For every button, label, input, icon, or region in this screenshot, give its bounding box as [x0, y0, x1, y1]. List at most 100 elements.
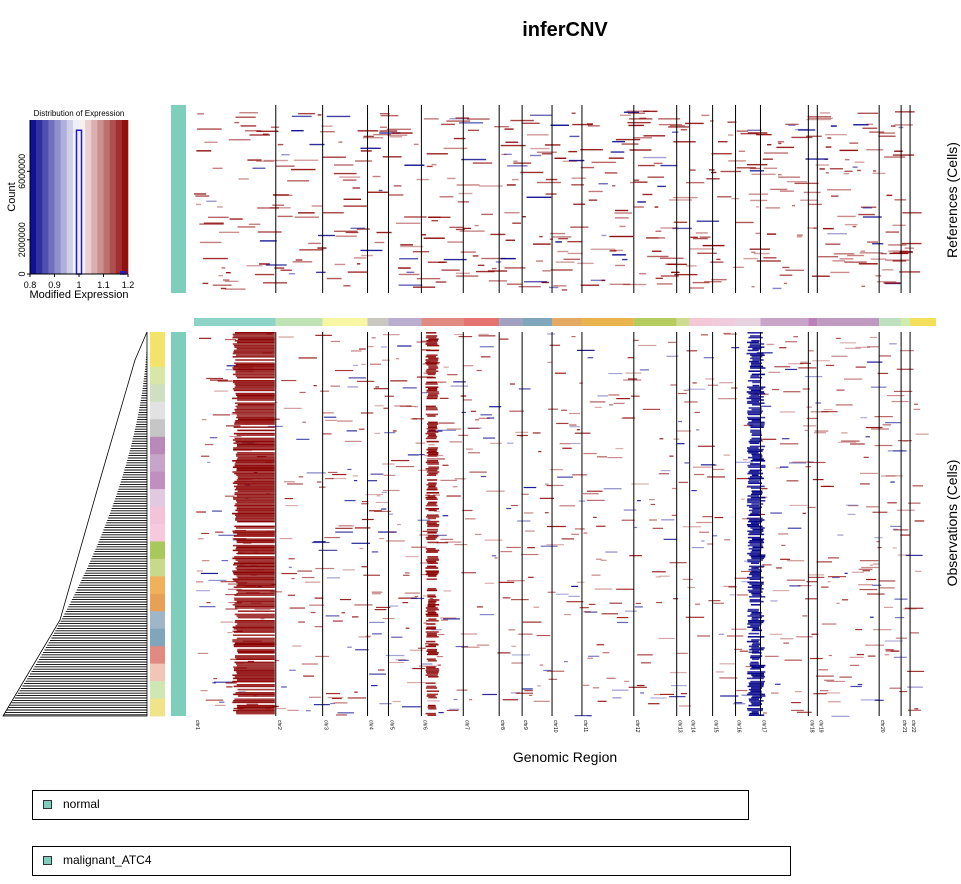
reference-cnv-segment — [634, 181, 648, 183]
observation-cnv-segment — [341, 612, 345, 614]
observation-chr16-loss — [748, 573, 762, 576]
reference-cnv-segment — [830, 271, 850, 274]
observation-cnv-segment — [370, 473, 384, 475]
observation-chr16-loss — [749, 596, 766, 598]
observation-chr16-loss — [747, 423, 765, 425]
observation-chr16-loss — [751, 696, 763, 699]
observation-cnv-segment — [827, 581, 831, 583]
reference-cnv-segment — [894, 150, 903, 152]
observation-chr1-gain — [234, 472, 275, 475]
reference-cnv-segment — [481, 213, 493, 216]
observation-chr16-loss — [750, 512, 760, 515]
reference-cnv-segment — [805, 158, 828, 160]
observation-cnv-segment — [663, 538, 678, 540]
observation-cnv-segment — [453, 698, 458, 701]
reference-cnv-segment — [882, 269, 894, 271]
observation-chr6-gain — [426, 471, 440, 473]
observation-cnv-segment — [449, 708, 460, 710]
observation-chr6-gain — [426, 620, 439, 622]
observation-chr1-gain — [236, 672, 275, 675]
observation-chr1-gain — [234, 386, 275, 388]
observation-cnv-segment — [608, 372, 623, 375]
observation-cnv-segment — [821, 623, 837, 625]
reference-cnv-segment — [272, 194, 289, 196]
observation-cnv-segment — [227, 631, 233, 634]
reference-cnv-segment — [467, 129, 480, 132]
observation-cnv-segment — [650, 697, 667, 699]
observation-cnv-segment — [200, 455, 210, 457]
observation-cnv-segment — [421, 340, 432, 342]
observation-cnv-segment — [358, 636, 370, 638]
observation-cnv-segment — [347, 697, 367, 699]
observation-chr16-loss — [747, 708, 764, 710]
reference-cnv-segment — [399, 258, 419, 260]
reference-cnv-segment — [257, 231, 282, 233]
observation-cnv-segment — [866, 593, 885, 595]
reference-cnv-segment — [487, 270, 508, 272]
reference-cnv-segment — [671, 271, 680, 274]
observation-chr6-gain — [426, 615, 439, 617]
chart-title: inferCNV — [522, 19, 608, 41]
observation-cnv-segment — [652, 527, 664, 529]
reference-cnv-segment — [857, 112, 879, 114]
observation-chr6-gain — [425, 669, 440, 672]
reference-cnv-segment — [466, 118, 490, 120]
chromosome-label-chr6: chr6 — [421, 720, 427, 730]
observation-chr1-gain — [235, 364, 275, 366]
reference-cnv-segment — [536, 151, 557, 153]
observation-cnv-segment — [204, 443, 214, 446]
cluster-segment — [150, 375, 165, 385]
observation-chr1-gain — [236, 629, 275, 632]
reference-cnv-segment — [413, 143, 419, 146]
observation-cnv-segment — [824, 679, 835, 681]
observation-cnv-segment — [338, 525, 354, 527]
observation-cnv-segment — [299, 391, 306, 394]
observation-cnv-segment — [703, 357, 714, 359]
observation-chr6-gain — [425, 516, 440, 518]
legend-gradient-strip — [42, 120, 49, 274]
observation-chr16-loss — [752, 658, 760, 660]
observation-cnv-segment — [587, 657, 594, 659]
observation-cnv-segment — [659, 575, 670, 577]
observation-cnv-segment — [731, 628, 747, 630]
reference-cnv-segment — [263, 282, 287, 284]
observation-chr1-gain — [235, 384, 275, 387]
observation-cnv-segment — [671, 514, 677, 516]
observation-chr1-gain — [233, 668, 275, 670]
observation-cnv-segment — [836, 602, 840, 604]
observation-cnv-segment — [539, 664, 544, 666]
observation-cnv-segment — [388, 513, 394, 515]
observation-cnv-segment — [390, 380, 408, 382]
reference-cnv-segment — [550, 124, 569, 126]
observation-cnv-segment — [450, 385, 469, 387]
observation-cnv-segment — [407, 681, 426, 684]
observation-cnv-segment — [522, 621, 542, 623]
observation-cnv-segment — [819, 690, 829, 692]
observation-cnv-segment — [678, 420, 682, 423]
reference-cnv-segment — [356, 263, 361, 265]
observation-chr16-loss — [747, 349, 759, 352]
observation-cnv-segment — [511, 662, 523, 664]
references-label: References (Cells) — [944, 142, 960, 258]
observation-cnv-segment — [547, 333, 556, 335]
reference-cnv-segment — [740, 132, 759, 135]
observation-chr16-loss — [750, 551, 761, 553]
reference-cnv-segment — [379, 132, 401, 134]
reference-cnv-segment — [590, 279, 606, 282]
reference-cnv-segment — [847, 254, 864, 257]
reference-cnv-segment — [763, 257, 777, 259]
observation-chr16-loss — [750, 690, 762, 692]
reference-cnv-segment — [506, 283, 522, 285]
observation-cnv-segment — [847, 513, 856, 515]
observation-chr6-gain — [425, 610, 436, 612]
observation-cnv-segment — [375, 501, 389, 504]
observation-cnv-segment — [820, 485, 834, 488]
reference-cnv-segment — [827, 189, 851, 191]
observation-cnv-segment — [720, 695, 739, 697]
reference-group-bar — [171, 105, 186, 293]
reference-cnv-segment — [501, 153, 507, 156]
observation-cnv-segment — [475, 419, 479, 421]
observation-cnv-segment — [588, 603, 596, 606]
observation-chr6-gain — [426, 650, 437, 652]
observation-chr16-loss — [751, 408, 762, 411]
